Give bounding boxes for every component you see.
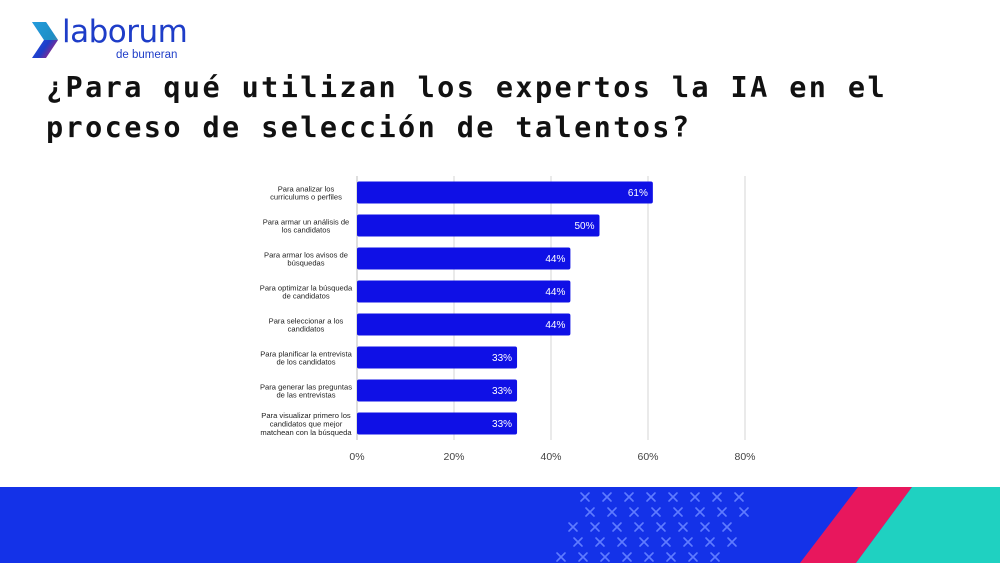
x-tick-label: 0% <box>349 451 364 463</box>
category-label-line: de las entrevistas <box>276 391 335 400</box>
x-tick-label: 20% <box>443 451 464 463</box>
cross-mark <box>661 537 671 547</box>
category-label-line: Para armar los avisos de <box>264 250 348 259</box>
cross-mark <box>612 522 622 532</box>
cross-mark <box>617 537 627 547</box>
bar <box>357 379 518 402</box>
bar-value-label: 50% <box>574 221 594 232</box>
cross-mark <box>683 537 693 547</box>
bar-value-label: 61% <box>628 188 648 199</box>
cross-mark <box>607 507 617 517</box>
category-label-line: Para analizar los <box>278 184 335 193</box>
bar-value-label: 44% <box>545 287 565 298</box>
category-label-line: Para planificar la entrevista <box>260 349 352 358</box>
cross-mark <box>634 522 644 532</box>
category-label: Para armar los avisos de búsquedas <box>264 250 348 267</box>
bar-value-label: 44% <box>545 254 565 265</box>
cross-mark <box>717 507 727 517</box>
laborum-logo[interactable]: laborum de bumeran <box>30 14 210 68</box>
category-label-line: Para visualizar primero los <box>261 411 351 420</box>
cross-mark <box>727 537 737 547</box>
bar-value-label: 33% <box>492 386 512 397</box>
x-tick-label: 40% <box>540 451 561 463</box>
cross-mark <box>602 492 612 502</box>
category-label-line: curriculums o perfiles <box>270 193 342 202</box>
cross-mark <box>712 492 722 502</box>
cross-mark <box>668 492 678 502</box>
category-label-line: Para optimizar la búsqueda <box>260 283 353 292</box>
footer-cross-pattern <box>556 492 749 562</box>
category-label: Para visualizar primero los candidatos qu… <box>260 411 352 437</box>
cross-mark <box>585 507 595 517</box>
cross-mark <box>578 552 588 562</box>
cross-mark <box>705 537 715 547</box>
bar-value-label: 44% <box>545 320 565 331</box>
category-label-line: de candidatos <box>282 292 329 301</box>
cross-mark <box>568 522 578 532</box>
cross-mark <box>651 507 661 517</box>
cross-mark <box>700 522 710 532</box>
cross-mark <box>595 537 605 547</box>
cross-mark <box>622 552 632 562</box>
page-title: ¿Para qué utilizan los expertos la IA en… <box>46 71 888 144</box>
brand-tagline: de bumeran <box>116 49 178 61</box>
x-tick-label: 80% <box>734 451 755 463</box>
cross-mark <box>734 492 744 502</box>
bar-value-label: 33% <box>492 353 512 364</box>
cross-mark <box>678 522 688 532</box>
cross-mark <box>644 552 654 562</box>
category-label-line: de los candidatos <box>276 358 335 367</box>
cross-mark <box>690 492 700 502</box>
cross-mark <box>666 552 676 562</box>
category-label: Para generar las preguntas de las entrevi… <box>260 382 352 399</box>
cross-mark <box>739 507 749 517</box>
bar <box>357 181 653 204</box>
cross-mark <box>590 522 600 532</box>
x-tick-label: 60% <box>637 451 658 463</box>
cross-mark <box>656 522 666 532</box>
cross-mark <box>673 507 683 517</box>
category-label-line: búsquedas <box>287 259 324 268</box>
logo-chevron-icon <box>32 22 58 58</box>
category-label-line: los candidatos <box>282 226 331 235</box>
cross-mark <box>710 552 720 562</box>
category-label: Para seleccionar a los candidatos <box>269 316 344 333</box>
cross-mark <box>639 537 649 547</box>
cross-mark <box>573 537 583 547</box>
category-label: Para armar un análisis de los candidatos <box>263 217 350 234</box>
bar <box>357 412 518 435</box>
decorative-footer-band <box>0 487 1000 563</box>
bar <box>357 247 571 270</box>
cross-mark <box>722 522 732 532</box>
cross-mark <box>624 492 634 502</box>
bar <box>357 280 571 303</box>
cross-mark <box>646 492 656 502</box>
category-label-line: matchean con la búsqueda <box>260 428 352 437</box>
category-label-line: candidatos que mejor <box>270 420 343 429</box>
cross-mark <box>688 552 698 562</box>
cross-mark <box>695 507 705 517</box>
footer-teal-stripe <box>856 487 1000 563</box>
category-label-line: candidatos <box>288 325 325 334</box>
bar-chart: 0% 20% 40% 60% 80% 61% Para analizar los curric… <box>260 176 756 463</box>
category-label-line: Para seleccionar a los <box>269 316 344 325</box>
category-label-line: Para generar las preguntas <box>260 382 352 391</box>
cross-mark <box>600 552 610 562</box>
cross-mark <box>580 492 590 502</box>
bar-value-label: 33% <box>492 419 512 430</box>
category-label: Para planificar la entrevista de los cand… <box>260 349 352 366</box>
brand-name: laborum <box>62 14 188 50</box>
category-label: Para analizar los curriculums o perfiles <box>270 184 342 201</box>
cross-mark <box>556 552 566 562</box>
cross-mark <box>629 507 639 517</box>
bar <box>357 313 571 336</box>
category-label-line: Para armar un análisis de <box>263 217 350 226</box>
bar <box>357 214 600 237</box>
bar <box>357 346 518 369</box>
category-label: Para optimizar la búsqueda de candidatos <box>260 283 353 300</box>
footer-pink-stripe <box>800 487 912 563</box>
